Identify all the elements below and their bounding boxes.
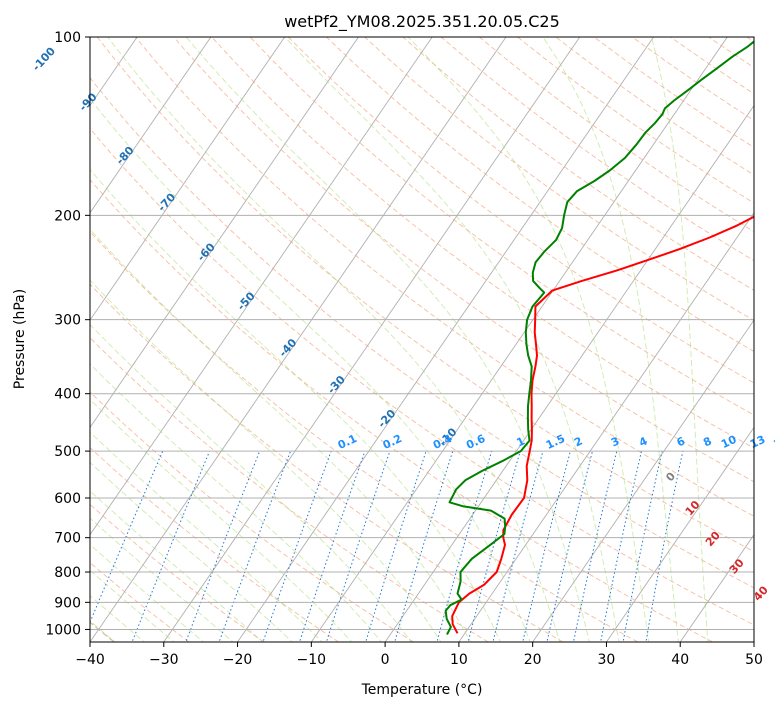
x-tick-label: 30 [598, 652, 616, 668]
y-tick-label: 600 [54, 491, 81, 507]
y-tick-label: 400 [54, 387, 81, 403]
chart-title: wetPf2_YM08.2025.351.20.05.C25 [284, 12, 560, 32]
x-tick-label: 10 [450, 652, 468, 668]
x-tick-label: −20 [223, 652, 253, 668]
x-tick-label: 40 [671, 652, 689, 668]
x-tick-label: −30 [149, 652, 179, 668]
x-axis-label: Temperature (°C) [361, 682, 483, 698]
y-tick-label: 1000 [45, 622, 81, 638]
y-tick-label: 200 [54, 208, 81, 224]
x-tick-label: 20 [524, 652, 542, 668]
x-tick-label: −40 [75, 652, 105, 668]
x-tick-label: 0 [381, 652, 390, 668]
y-tick-label: 800 [54, 565, 81, 581]
y-tick-label: 300 [54, 313, 81, 329]
y-tick-label: 900 [54, 595, 81, 611]
x-tick-label: −10 [297, 652, 327, 668]
y-tick-label: 500 [54, 444, 81, 460]
y-axis-label: Pressure (hPa) [12, 289, 28, 389]
x-tick-label: 50 [745, 652, 763, 668]
y-tick-label: 700 [54, 531, 81, 547]
y-tick-label: 100 [54, 30, 81, 46]
